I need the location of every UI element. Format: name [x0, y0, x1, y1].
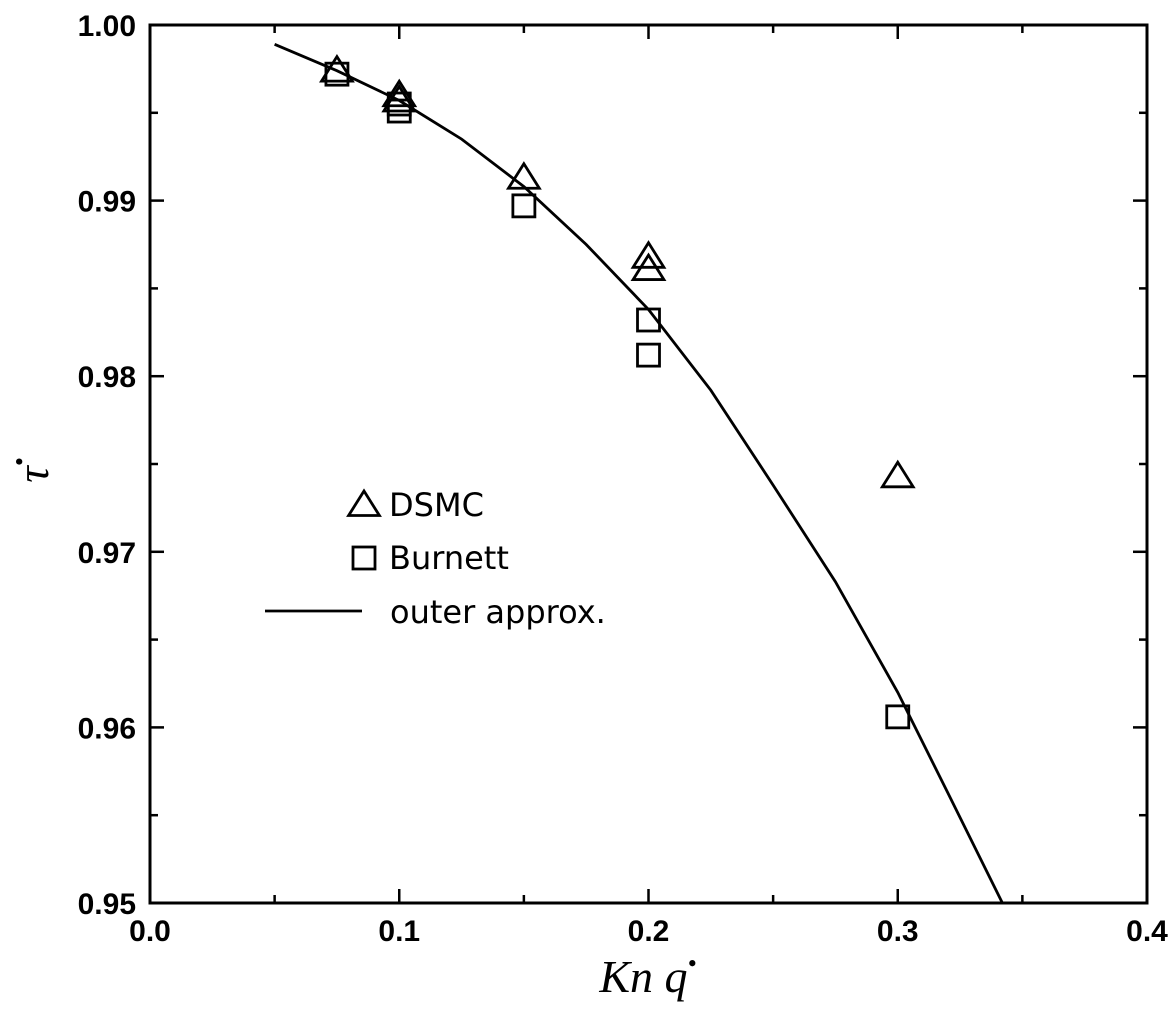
legend-label: outer approx.: [390, 593, 606, 631]
burnett-point: [324, 61, 350, 87]
y-tick-label: 0.97: [78, 537, 136, 570]
ticks: [148, 23, 1149, 905]
legend-dsmc-marker: [346, 488, 382, 517]
y-axis-label-superscript: •: [5, 457, 34, 466]
dsmc-point: [630, 240, 667, 269]
y-tick-label: 0.96: [78, 712, 136, 745]
x-tick-label: 0.2: [628, 915, 670, 948]
y-tick-label: 0.95: [78, 888, 136, 921]
tick-labels: 0.0 0.1 0.2 0.3 0.4 0.95 0.96 0.97 0.98 0.99 1.00: [78, 10, 1169, 948]
outer-approx-line: [274, 43, 1004, 904]
dsmc-point: [879, 459, 916, 489]
dsmc-point: [630, 252, 667, 281]
y-tick-label: 0.99: [78, 186, 136, 219]
x-axis-label-superscript: •: [688, 949, 697, 978]
x-tick-label: 0.3: [877, 915, 919, 948]
plot-frame: [148, 23, 1149, 905]
x-tick-label: 0.0: [129, 915, 171, 948]
y-axis-label: τ•: [5, 457, 58, 483]
y-tick-label: 1.00: [78, 10, 136, 43]
burnett-point: [511, 193, 537, 219]
legend-label: Burnett: [389, 539, 509, 577]
x-axis-label-text: Kn q: [598, 951, 687, 1002]
legend-burnett-marker: [351, 545, 377, 571]
y-tick-label: 0.98: [78, 361, 136, 394]
y-axis-label-text: τ: [7, 465, 58, 483]
x-axis-label: Kn q•: [598, 949, 696, 1002]
legend-label: DSMC: [389, 486, 484, 524]
x-tick-label: 0.1: [378, 915, 420, 948]
dsmc-point: [505, 161, 542, 190]
burnett-point: [636, 342, 661, 368]
x-tick-label: 0.4: [1126, 915, 1168, 948]
series-layer: [274, 43, 1004, 904]
legend: DSMC Burnett outer approx.: [265, 486, 606, 631]
